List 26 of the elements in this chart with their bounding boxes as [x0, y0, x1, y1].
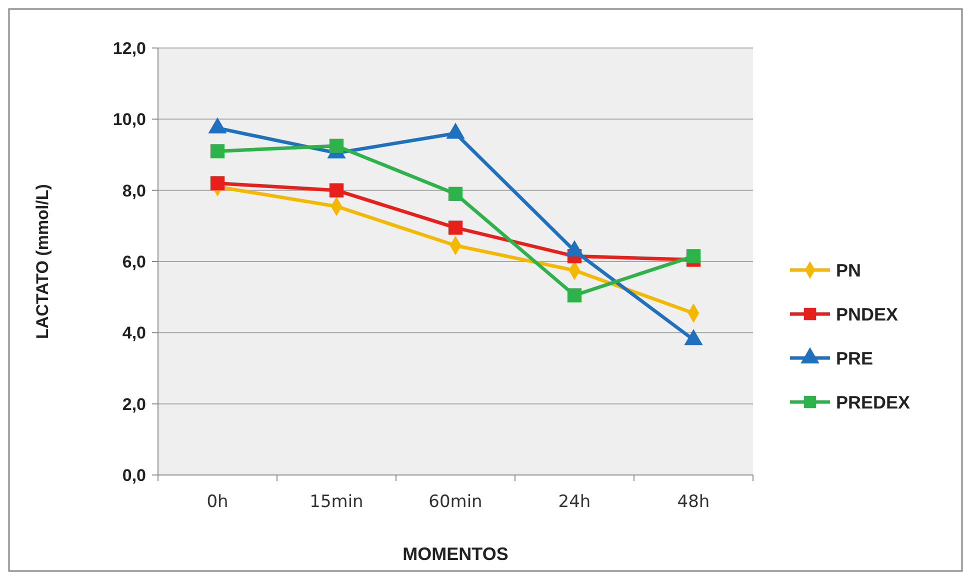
x-tick-label: 24h: [558, 492, 591, 512]
point: [567, 288, 582, 302]
legend-label: PRE: [836, 348, 874, 368]
x-tick-label: 15min: [310, 492, 364, 512]
point: [448, 186, 463, 201]
legend-label: PNDEX: [836, 304, 898, 324]
legend-label: PN: [836, 260, 862, 280]
point: [448, 220, 463, 235]
legend-label: PREDEX: [836, 392, 910, 412]
point: [329, 138, 344, 153]
y-tick-label: 2,0: [122, 394, 146, 414]
y-tick-label: 10,0: [112, 110, 146, 130]
point: [210, 176, 225, 190]
x-tick-label: 60min: [428, 492, 482, 512]
x-tick-label: 0h: [206, 492, 228, 512]
point: [329, 183, 344, 198]
x-axis-title: MOMENTOS: [402, 544, 508, 564]
y-tick-label: 8,0: [122, 181, 146, 200]
x-tick-label: 48h: [677, 492, 710, 512]
y-tick-label: 12,0: [112, 38, 146, 58]
point: [686, 249, 701, 264]
y-tick-label: 6,0: [122, 252, 146, 272]
y-tick-label: 4,0: [122, 324, 146, 343]
y-tick-label: 0,0: [122, 466, 146, 485]
point: [210, 144, 225, 158]
y-axis-title: LACTATO (mmol/L): [33, 184, 52, 339]
